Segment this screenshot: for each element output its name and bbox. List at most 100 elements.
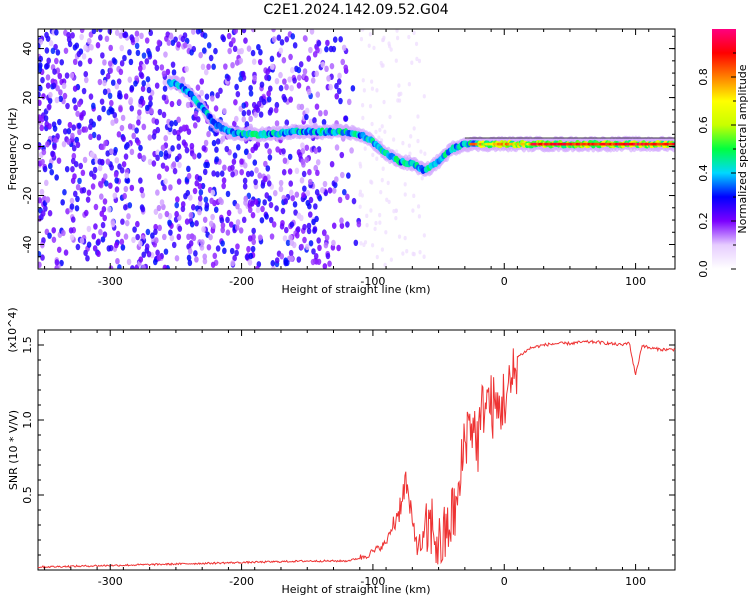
spectrogram-cell — [274, 120, 280, 127]
spectrogram-cell — [288, 53, 293, 61]
spectrogram-cell — [184, 146, 190, 154]
spectrogram-cell — [281, 169, 287, 176]
spectrogram-cell — [206, 63, 211, 70]
spectrogram-cell — [396, 98, 400, 103]
spectrogram-cell — [236, 144, 241, 151]
spectrogram-cell — [334, 176, 339, 183]
spectrogram-cell — [248, 115, 253, 123]
spectrogram-cell — [306, 55, 312, 62]
spectrogram-cell — [100, 221, 106, 229]
spectrogram-cell — [380, 124, 384, 129]
spectrogram-cell — [358, 204, 362, 210]
spectrogram-cell — [414, 41, 419, 47]
spectrogram-cell — [228, 221, 234, 228]
spectrogram-cell — [165, 68, 171, 76]
spectrogram-cell — [420, 176, 424, 181]
spectrogram-cell — [58, 89, 63, 96]
spectrogram-cell — [71, 124, 77, 131]
spectrogram-cell — [40, 242, 45, 249]
spectrogram-cell — [217, 197, 223, 204]
spectrogram-cell — [81, 53, 87, 60]
colorbar-label: Normalized spectral amplitude — [736, 64, 749, 233]
spectrogram-cell — [265, 165, 271, 172]
spectrogram-cell — [324, 46, 329, 53]
snr-y-scale: (x10^4) — [6, 307, 19, 352]
spectrogram-cell — [38, 38, 44, 45]
spectrogram-cell — [131, 132, 136, 140]
spectrogram-cell — [248, 84, 253, 92]
spectrogram-cell — [176, 233, 182, 241]
spectrogram-cell — [394, 208, 398, 213]
spectrogram-cell — [120, 244, 126, 251]
colorbar-tick-label: 0.8 — [697, 68, 710, 86]
spectrogram-cell — [308, 240, 314, 247]
spectrogram-cell — [70, 165, 75, 173]
spectrogram-cell — [254, 265, 260, 269]
spectrogram-cell — [65, 208, 70, 215]
spectrogram-cell — [350, 85, 356, 92]
spectrogram-cell — [128, 97, 134, 104]
spectrogram-cell — [159, 199, 165, 206]
spectrogram-cell — [141, 123, 147, 131]
spectrogram-cell — [368, 32, 372, 37]
spectrogram-cell — [397, 83, 401, 88]
spectrogram-cell — [137, 109, 142, 116]
spectrogram-cell — [159, 64, 165, 71]
spectrogram-cell — [112, 149, 118, 156]
spectrogram-cell — [79, 33, 84, 41]
spectrogram-cell — [422, 233, 426, 238]
spectrogram-cell — [147, 158, 153, 166]
spectrogram-cell — [196, 152, 202, 159]
spectrogram-cell — [68, 227, 74, 234]
snr-x-ticks: -300 -200 -100 0 100 — [44, 330, 676, 588]
spectrogram-cell — [266, 180, 272, 187]
spectrogram-cell — [299, 103, 305, 111]
spectrogram-cell — [214, 156, 220, 163]
spectrogram-cell — [135, 233, 140, 241]
spectrogram-cell — [325, 39, 330, 47]
spectrogram-cell — [214, 146, 219, 153]
spectrogram-cell — [323, 189, 329, 197]
spectrogram-cell — [349, 147, 354, 154]
spectrogram-cell — [278, 47, 284, 54]
spectrogram-cell — [144, 37, 150, 44]
spectrogram-cell — [378, 220, 382, 225]
spectrogram-cell — [92, 245, 98, 252]
spectrogram-cell — [365, 213, 369, 219]
spectrogram-cell — [60, 199, 65, 206]
spectrogram-cell — [230, 164, 235, 171]
spectrogram-cell — [91, 102, 96, 110]
spectrogram-cell — [147, 134, 153, 141]
spectrogram-cell — [156, 254, 162, 262]
spectrogram-cell — [238, 227, 244, 234]
spectrogram-cell — [292, 201, 298, 208]
spectrogram-cell — [172, 128, 177, 136]
spectrogram-cell — [151, 160, 157, 167]
spectrogram-x-ticks: -300 -200 -100 0 100 — [44, 29, 676, 288]
spectrogram-cell — [320, 186, 325, 194]
spectrogram-cell — [186, 165, 191, 173]
spectrogram-cell — [62, 189, 67, 196]
spectrogram-cell — [403, 182, 407, 187]
spectrogram-cell — [177, 161, 182, 169]
spectrogram-cell — [281, 148, 286, 155]
spectrogram-cell — [308, 46, 313, 54]
spectrogram-cell — [66, 138, 72, 145]
spectrogram-cell — [108, 44, 113, 52]
spectrogram-cell — [192, 122, 198, 129]
spectrogram-cell — [374, 220, 378, 226]
spectrogram-cell — [116, 131, 122, 138]
spectrogram-cell — [374, 129, 378, 135]
spectrogram-cell — [222, 107, 227, 115]
spectrogram-cell — [45, 141, 50, 148]
spectrogram-cell — [301, 191, 306, 199]
snr-y-label: SNR (10 * V/V) — [7, 410, 20, 490]
spectrogram-cell — [225, 216, 230, 224]
spectrogram-cell — [88, 31, 94, 38]
spectrogram-cell — [334, 82, 339, 90]
spectrogram-cell — [215, 171, 220, 178]
x-tick-label: -100 — [360, 275, 385, 288]
spectrogram-cell — [135, 49, 141, 57]
spectrogram-cell — [215, 138, 221, 145]
spectrogram-cell — [208, 220, 214, 227]
